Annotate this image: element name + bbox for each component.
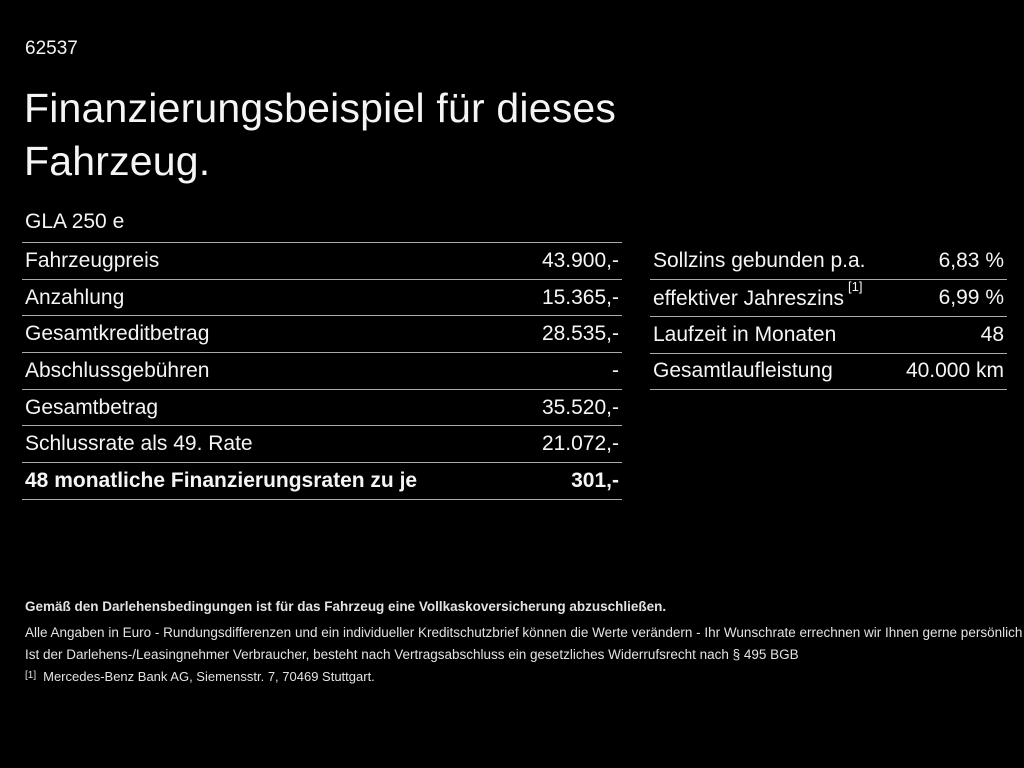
row-value: 6,83 % (938, 249, 1004, 273)
vehicle-model: GLA 250 e (25, 210, 125, 233)
page-title-line-2: Fahrzeug. (24, 138, 211, 184)
row-value: 21.072,- (541, 432, 619, 456)
table-row: Gesamtbetrag 35.520,- (22, 390, 622, 427)
row-label: Fahrzeugpreis (25, 248, 160, 272)
finance-table: Fahrzeugpreis 43.900,- Anzahlung 15.365,… (22, 242, 622, 500)
row-value: 15.365,- (541, 285, 619, 309)
footnote-marker: [1] (25, 670, 37, 681)
disclaimer-line-2: Ist der Darlehens-/Leasingnehmer Verbrau… (25, 647, 799, 662)
disclaimer-line-1: Alle Angaben in Euro - Rundungsdifferenz… (25, 625, 1023, 640)
row-value: 40.000 km (905, 359, 1004, 383)
table-row: Gesamtlaufleistung 40.000 km (650, 354, 1007, 391)
table-row: Anzahlung 15.365,- (22, 280, 622, 317)
row-value: - (612, 358, 619, 382)
table-row: effektiver Jahreszins[1] 6,99 % (650, 279, 1007, 317)
insurance-note: Gemäß den Darlehensbedingungen ist für d… (25, 599, 667, 614)
row-label: 48 monatliche Finanzierungsraten zu je (25, 468, 418, 492)
row-value: 301,- (571, 468, 619, 492)
page-title: Finanzierungsbeispiel für dieses Fahrzeu… (24, 82, 616, 188)
table-row-monthly-rate: 48 monatliche Finanzierungsraten zu je 3… (22, 463, 622, 500)
footnote-reference: [1] (848, 279, 863, 295)
row-label: Schlussrate als 49. Rate (25, 432, 253, 456)
row-label: Abschlussgebühren (25, 358, 210, 382)
table-row: Abschlussgebühren - (22, 353, 622, 390)
row-label: Gesamtbetrag (25, 395, 159, 419)
page-title-line-1: Finanzierungsbeispiel für dieses (24, 85, 617, 131)
offer-code: 62537 (25, 38, 78, 59)
row-label: Gesamtkreditbetrag (25, 322, 210, 346)
row-value: 35.520,- (541, 395, 619, 419)
row-label: Anzahlung (25, 285, 125, 309)
row-label: Sollzins gebunden p.a. (653, 249, 866, 273)
row-label: Gesamtlaufleistung (653, 359, 833, 383)
table-row: Gesamtkreditbetrag 28.535,- (22, 316, 622, 354)
row-label: effektiver Jahreszins[1] (653, 279, 863, 311)
row-label: Laufzeit in Monaten (653, 322, 837, 346)
conditions-table: Sollzins gebunden p.a. 6,83 % effektiver… (650, 242, 1007, 391)
table-row: Sollzins gebunden p.a. 6,83 % (650, 244, 1007, 281)
row-value: 43.900,- (541, 248, 619, 272)
table-row: Schlussrate als 49. Rate 21.072,- (22, 426, 622, 464)
table-row: Fahrzeugpreis 43.900,- (22, 243, 622, 280)
footnote-text: Mercedes-Benz Bank AG, Siemensstr. 7, 70… (43, 669, 375, 684)
row-value: 6,99 % (938, 286, 1004, 310)
row-value: 28.535,- (541, 322, 619, 346)
table-row: Laufzeit in Monaten 48 (650, 317, 1007, 354)
row-value: 48 (980, 322, 1004, 346)
footnote: [1] Mercedes-Benz Bank AG, Siemensstr. 7,… (25, 669, 375, 687)
